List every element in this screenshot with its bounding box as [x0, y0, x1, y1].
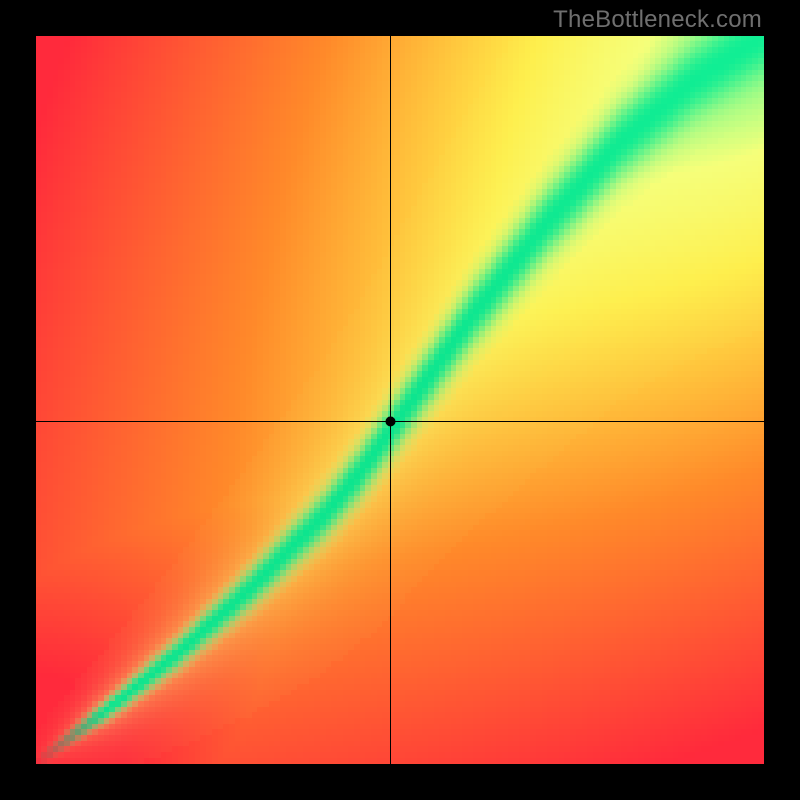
- heatmap-canvas: [36, 36, 764, 764]
- figure-container: TheBottleneck.com: [0, 0, 800, 800]
- plot-frame: TheBottleneck.com: [36, 36, 764, 764]
- watermark-text: TheBottleneck.com: [553, 6, 762, 34]
